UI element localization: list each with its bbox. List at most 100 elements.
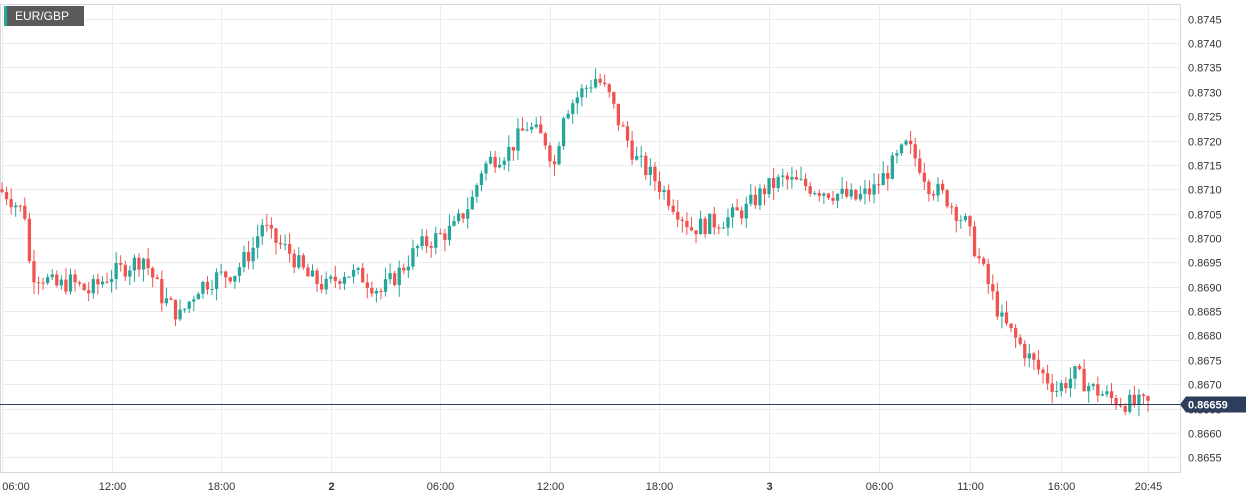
candle-body xyxy=(32,261,36,283)
candle-body xyxy=(356,267,360,270)
candle-body xyxy=(808,186,812,194)
candle-body xyxy=(616,103,621,126)
candle-body xyxy=(146,258,150,269)
y-tick-label: 0.8710 xyxy=(1188,185,1222,197)
candle-body xyxy=(561,118,566,147)
candle-body xyxy=(36,282,41,284)
candle-body xyxy=(1082,368,1086,392)
candle-body xyxy=(315,270,319,285)
candle-body xyxy=(685,220,689,228)
candle-body xyxy=(575,97,579,104)
candle-body xyxy=(1036,359,1041,370)
y-tick-label: 0.8705 xyxy=(1188,210,1222,222)
candle-body xyxy=(438,233,442,235)
candle-body xyxy=(954,207,958,221)
candle-body xyxy=(694,230,698,235)
candle-body xyxy=(712,213,716,228)
candle-body xyxy=(612,92,616,104)
candle-body xyxy=(721,227,726,229)
y-tick-label: 0.8660 xyxy=(1188,429,1222,441)
candle-body xyxy=(406,266,411,271)
candle-body xyxy=(539,124,543,134)
x-tick-label: 06:00 xyxy=(427,481,455,493)
candle-body xyxy=(123,264,127,277)
candle-body xyxy=(91,279,95,294)
candle-body xyxy=(726,217,730,228)
candle-body xyxy=(867,188,872,195)
candle-body xyxy=(580,88,584,98)
y-tick-label: 0.8690 xyxy=(1188,283,1222,295)
candle-body xyxy=(424,236,429,247)
candle-body xyxy=(584,87,589,89)
candle-body xyxy=(1059,383,1063,392)
candle-body xyxy=(18,205,22,207)
candle-body xyxy=(863,188,867,194)
candle-body xyxy=(46,277,50,284)
candle-body xyxy=(278,242,283,245)
candle-body xyxy=(1137,394,1141,405)
x-tick-label: 20:45 xyxy=(1135,481,1163,493)
candle-body xyxy=(644,155,648,176)
candle-body xyxy=(666,189,671,206)
candle-body xyxy=(548,145,552,162)
y-tick-label: 0.8735 xyxy=(1188,63,1222,75)
candle-body xyxy=(918,158,922,173)
candle-body xyxy=(55,274,59,286)
candle-body xyxy=(890,155,894,179)
candle-body xyxy=(657,181,662,193)
candle-body xyxy=(511,146,516,151)
candle-body xyxy=(420,236,424,247)
candle-body xyxy=(77,282,82,284)
candle-body xyxy=(292,253,296,268)
candle-body xyxy=(908,140,913,145)
candle-body xyxy=(635,156,639,160)
candle-body xyxy=(502,160,506,165)
candle-body xyxy=(479,173,484,186)
candle-body xyxy=(164,298,169,304)
candle-body xyxy=(566,113,570,119)
candle-body xyxy=(735,207,739,211)
candle-body xyxy=(835,193,840,201)
candle-body xyxy=(128,270,132,277)
candle-body xyxy=(1100,394,1105,396)
candle-body xyxy=(799,178,803,180)
candle-body xyxy=(109,279,114,283)
x-axis: 06:00 12:00 18:00 2 06:00 12:00 18:00 3 06:00 11:… xyxy=(2,481,1162,493)
candle-body xyxy=(653,166,657,182)
candle-body xyxy=(96,279,100,285)
candle-body xyxy=(977,256,981,259)
candle-body xyxy=(858,193,863,200)
candle-body xyxy=(23,205,27,219)
candle-body xyxy=(461,213,465,219)
x-tick-label: 11:00 xyxy=(957,481,984,493)
candle-body xyxy=(927,181,931,195)
candle-body xyxy=(411,248,415,267)
candle-body xyxy=(1077,366,1082,369)
candle-body xyxy=(794,177,799,180)
candle-body xyxy=(762,188,767,195)
candle-body xyxy=(205,281,210,290)
candle-body xyxy=(840,188,844,194)
candle-body xyxy=(940,183,945,191)
candle-body xyxy=(1004,312,1009,324)
candle-body xyxy=(342,276,347,284)
candle-body xyxy=(470,196,474,210)
candle-body xyxy=(415,246,420,249)
candle-body xyxy=(41,282,45,284)
candle-body xyxy=(1041,369,1045,374)
candle-body xyxy=(1045,373,1050,384)
candle-body xyxy=(333,276,337,282)
y-tick-label: 0.8675 xyxy=(1188,356,1222,368)
candle-body xyxy=(1146,396,1150,401)
candle-body xyxy=(310,270,315,277)
y-tick-label: 0.8680 xyxy=(1188,331,1222,343)
candle-body xyxy=(393,273,397,286)
candle-body xyxy=(648,166,653,176)
candle-body xyxy=(972,226,977,257)
candle-body xyxy=(1109,391,1114,399)
candle-body xyxy=(1114,398,1118,406)
candle-body xyxy=(1141,394,1146,397)
